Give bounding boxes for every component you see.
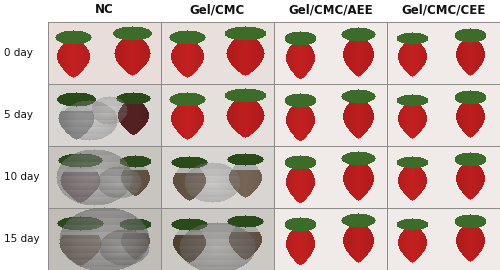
Text: Gel/CMC/CEE: Gel/CMC/CEE bbox=[402, 4, 485, 16]
Text: Gel/CMC: Gel/CMC bbox=[190, 4, 245, 16]
Text: 15 day: 15 day bbox=[4, 234, 40, 244]
Text: 5 day: 5 day bbox=[4, 110, 33, 120]
Text: 0 day: 0 day bbox=[4, 48, 32, 58]
Text: 10 day: 10 day bbox=[4, 172, 40, 182]
Text: Gel/CMC/AEE: Gel/CMC/AEE bbox=[288, 4, 373, 16]
Text: NC: NC bbox=[95, 4, 114, 16]
